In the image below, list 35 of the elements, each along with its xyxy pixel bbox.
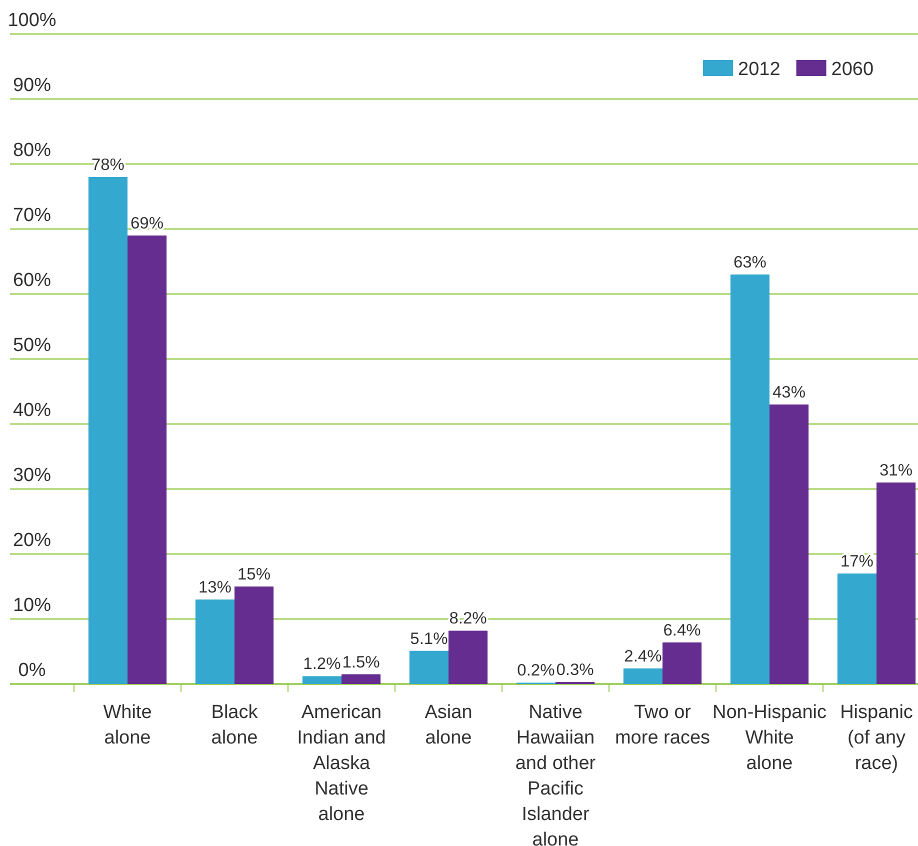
data-label: 69% — [130, 214, 164, 232]
data-label: 5.1% — [410, 630, 448, 648]
data-label: 31% — [880, 462, 913, 480]
x-tick-label: Two or more races — [614, 702, 710, 748]
x-tick-label: Hispanic (of any race) — [840, 702, 913, 774]
data-label: 1.5% — [342, 653, 380, 672]
data-label: 13% — [198, 578, 232, 596]
data-label: 17% — [840, 552, 874, 570]
y-tick-label: 70% — [12, 205, 52, 226]
data-label: 43% — [772, 384, 806, 402]
x-tick-label: Native Hawaiian and other Pacific Islander alone — [515, 702, 596, 846]
y-tick-label: 30% — [12, 465, 52, 486]
data-label: 6.4% — [663, 621, 702, 640]
y-tick-label: 40% — [12, 400, 52, 421]
data-label: 1.2% — [303, 655, 342, 674]
data-label: 15% — [238, 566, 271, 584]
x-tick-label: White alone — [103, 702, 152, 748]
y-tick-label: 0% — [18, 660, 46, 681]
x-tick-label: Non-Hispanic White alone — [712, 702, 827, 774]
x-tick-label: American Indian and Alaska Native alone — [297, 702, 386, 825]
data-label: 63% — [733, 254, 767, 272]
y-tick-label: 100% — [8, 10, 56, 31]
x-tick-label: Asian alone — [424, 702, 472, 748]
y-tick-label: 10% — [12, 595, 52, 616]
x-tick-label: Black alone — [211, 702, 258, 748]
legend-label: 2060 — [831, 59, 874, 80]
y-tick-label: 20% — [12, 530, 52, 551]
legend-label: 2012 — [738, 59, 780, 80]
y-tick-label: 60% — [12, 270, 52, 291]
y-tick-label: 90% — [12, 75, 52, 96]
data-label: 0.3% — [556, 661, 594, 680]
data-label: 2.4% — [624, 647, 662, 666]
y-tick-label: 50% — [12, 335, 52, 356]
data-label: 0.2% — [517, 662, 556, 680]
y-tick-label: 80% — [12, 140, 52, 161]
